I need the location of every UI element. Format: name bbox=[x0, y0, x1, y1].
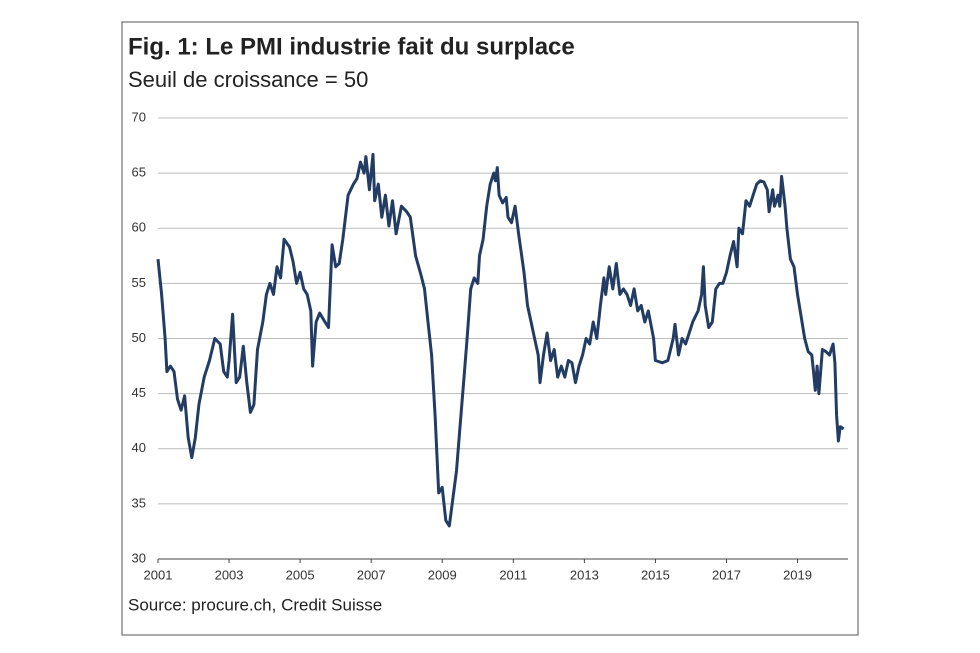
y-tick-label: 60 bbox=[132, 220, 146, 235]
x-tick-label: 2005 bbox=[286, 567, 315, 582]
x-tick-label: 2009 bbox=[428, 567, 457, 582]
y-tick-label: 55 bbox=[132, 275, 146, 290]
frame bbox=[121, 21, 859, 636]
source-note: Source: procure.ch, Credit Suisse bbox=[128, 595, 382, 614]
x-tick-label: 2001 bbox=[144, 567, 173, 582]
y-tick-label: 35 bbox=[132, 495, 146, 510]
x-tick-label: 2015 bbox=[641, 567, 670, 582]
y-tick-label: 70 bbox=[132, 109, 146, 124]
x-tick-label: 2003 bbox=[215, 567, 244, 582]
y-tick-label: 50 bbox=[132, 330, 146, 345]
x-tick-label: 2017 bbox=[712, 567, 741, 582]
y-tick-label: 45 bbox=[132, 385, 146, 400]
y-tick-label: 40 bbox=[132, 440, 146, 455]
x-tick-label: 2007 bbox=[357, 567, 386, 582]
x-tick-label: 2011 bbox=[499, 567, 527, 582]
y-tick-label: 30 bbox=[132, 550, 146, 565]
x-tick-label: 2019 bbox=[783, 567, 812, 582]
chart-title: Fig. 1: Le PMI industrie fait du surplac… bbox=[128, 33, 575, 60]
chart-subtitle: Seuil de croissance = 50 bbox=[128, 67, 368, 92]
y-tick-label: 65 bbox=[132, 165, 146, 180]
data-line bbox=[156, 152, 845, 528]
x-tick-label: 2013 bbox=[570, 567, 599, 582]
